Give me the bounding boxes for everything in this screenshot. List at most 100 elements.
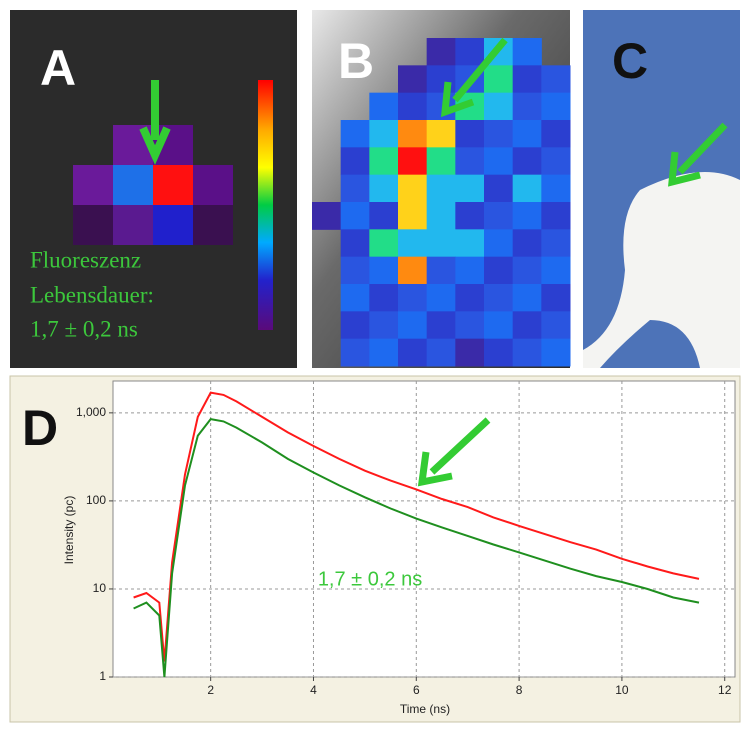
heatmap-cell <box>541 256 571 285</box>
data-line <box>133 391 700 662</box>
heatmap-cell <box>426 147 456 176</box>
heatmap-cell <box>426 202 456 230</box>
heatmap-cell <box>484 229 514 258</box>
heatmap-cell <box>398 174 428 203</box>
heatmap-cell <box>512 174 542 203</box>
plot-area <box>112 380 736 678</box>
heatmap-cell <box>113 205 153 245</box>
heatmap-cell <box>484 120 514 148</box>
heatmap-cell <box>484 256 514 285</box>
heatmap-cell <box>484 92 514 121</box>
heatmap-cell <box>113 165 153 205</box>
heatmap-cell <box>398 338 428 367</box>
heatmap-cell <box>512 202 542 230</box>
heatmap-cell <box>541 284 571 312</box>
y-axis-label: Intensity (pc) <box>62 496 76 565</box>
heatmap-cell <box>73 205 113 245</box>
heatmap-cell <box>193 165 233 205</box>
heatmap-cell <box>398 256 428 285</box>
heatmap-cell <box>455 174 485 203</box>
heatmap-cell <box>426 311 456 340</box>
panel-a: A Fluoreszenz Lebensdauer: 1,7 ± 0,2 ns <box>10 10 297 368</box>
heatmap-cell <box>369 174 399 203</box>
annotation: 1,7 ± 0,2 ns <box>318 568 422 590</box>
heatmap-cell <box>369 256 399 285</box>
heatmap-cell <box>484 284 514 312</box>
heatmap-cell <box>512 338 542 367</box>
heatmap-cell <box>455 311 485 340</box>
colorbar <box>258 80 273 330</box>
heatmap-cell <box>398 120 428 148</box>
heatmap-cell <box>512 311 542 340</box>
annotation: 1,7 ± 0,2 ns <box>30 316 138 341</box>
heatmap-cell <box>455 38 485 66</box>
heatmap-cell <box>512 229 542 258</box>
arrow <box>668 122 728 187</box>
heatmap-cell <box>541 92 571 121</box>
heatmap-cell <box>426 284 456 312</box>
heatmap-cell <box>340 229 370 258</box>
heatmap-cell <box>512 284 542 312</box>
heatmap-cell <box>512 120 542 148</box>
x-tick-label: 2 <box>207 683 214 697</box>
heatmap-cell <box>312 202 342 230</box>
heatmap-cell <box>455 147 485 176</box>
heatmap-cell <box>398 284 428 312</box>
panel-label: B <box>338 33 374 89</box>
x-tick-label: 12 <box>718 683 732 697</box>
heatmap-cell <box>455 256 485 285</box>
annotation: Fluoreszenz <box>30 247 141 272</box>
annotation: Lebensdauer: <box>30 282 154 307</box>
x-tick-label: 8 <box>516 683 523 697</box>
heatmap-cell <box>153 165 193 205</box>
heatmap-cell <box>398 147 428 176</box>
heatmap-cell <box>398 92 428 121</box>
heatmap-cell <box>193 205 233 245</box>
heatmap-cell <box>340 284 370 312</box>
heatmap-cell <box>426 229 456 258</box>
heatmap-cell <box>73 165 113 205</box>
heatmap-cell <box>369 202 399 230</box>
heatmap-cell <box>455 284 485 312</box>
heatmap-cell <box>541 338 571 367</box>
panel-label: D <box>22 400 58 456</box>
x-axis-label: Time (ns) <box>400 702 450 716</box>
heatmap-cell <box>484 147 514 176</box>
heatmap-cell <box>369 120 399 148</box>
mouse <box>583 172 740 368</box>
data-line <box>133 418 700 678</box>
heatmap-cell <box>369 338 399 367</box>
heatmap-cell <box>340 174 370 203</box>
heatmap-cell <box>369 92 399 121</box>
heatmap-cell <box>398 65 428 94</box>
panel-label: A <box>40 40 76 96</box>
y-tick-label: 10 <box>93 581 107 595</box>
heatmap-cell <box>369 147 399 176</box>
x-tick-label: 4 <box>310 683 317 697</box>
heatmap-cell <box>541 202 571 230</box>
heatmap-cell <box>541 311 571 340</box>
heatmap-cell <box>426 256 456 285</box>
panel-b: B <box>312 10 571 368</box>
panel-c: C <box>583 10 740 368</box>
heatmap-cell <box>426 65 456 94</box>
heatmap-cell <box>512 92 542 121</box>
heatmap-cell <box>512 65 542 94</box>
heatmap-cell <box>153 205 193 245</box>
arrow <box>139 80 171 165</box>
heatmap-cell <box>426 338 456 367</box>
heatmap-cell <box>512 147 542 176</box>
heatmap-cell <box>340 256 370 285</box>
heatmap-cell <box>398 311 428 340</box>
heatmap-cell <box>541 147 571 176</box>
y-tick-label: 1 <box>99 669 106 683</box>
heatmap-cell <box>484 311 514 340</box>
y-tick-label: 100 <box>86 493 106 507</box>
heatmap-cell <box>541 65 571 94</box>
heatmap-cell <box>455 229 485 258</box>
y-tick-label: 1,000 <box>76 405 106 419</box>
heatmap-cell <box>369 284 399 312</box>
